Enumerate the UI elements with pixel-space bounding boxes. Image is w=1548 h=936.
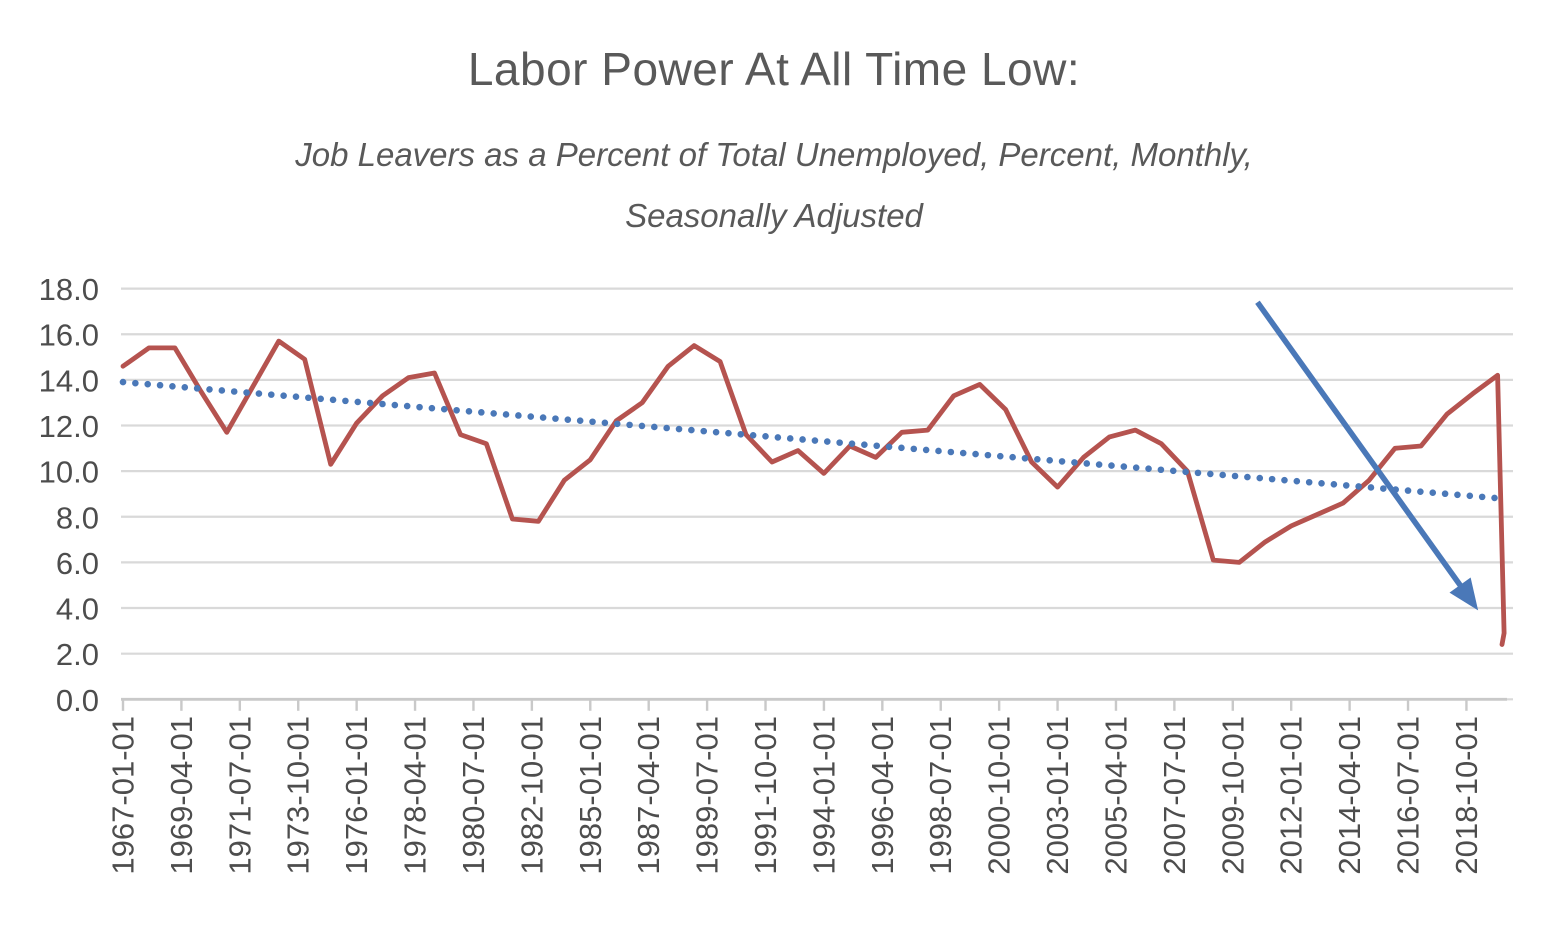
trendline-dotted (119, 378, 1505, 502)
x-tick-label: 1971-07-01 (222, 716, 257, 875)
x-axis (121, 697, 1507, 711)
x-tick-label: 2014-04-01 (1332, 716, 1367, 875)
x-axis-labels: 1967-01-01 1969-04-01 1971-07-01 1973-10-01… (106, 716, 1484, 875)
x-tick-label: 1994-01-01 (806, 716, 841, 875)
y-tick-label: 18.0 (39, 272, 99, 307)
x-tick-label: 1967-01-01 (106, 716, 141, 875)
x-tick-label: 1969-04-01 (164, 716, 199, 875)
x-tick-label: 2000-10-01 (982, 716, 1017, 875)
x-tick-label: 1987-04-01 (631, 716, 666, 875)
x-tick-label: 1982-10-01 (514, 716, 549, 875)
y-tick-label: 10.0 (39, 455, 99, 490)
chart-subtitle: Job Leavers as a Percent of Total Unempl… (0, 124, 1548, 246)
y-tick-label: 14.0 (39, 363, 99, 398)
y-tick-label: 12.0 (39, 409, 99, 444)
x-tick-label: 1973-10-01 (281, 716, 316, 875)
y-tick-label: 16.0 (39, 318, 99, 353)
y-tick-label: 4.0 (56, 592, 99, 627)
x-tick-label: 1989-07-01 (690, 716, 725, 875)
x-tick-label: 1976-01-01 (339, 716, 374, 875)
x-tick-label: 2007-07-01 (1157, 716, 1192, 875)
x-tick-label: 2012-01-01 (1274, 716, 1309, 875)
chart-subtitle-line2: Seasonally Adjusted (625, 197, 923, 234)
x-tick-label: 1980-07-01 (456, 716, 491, 875)
data-series-line (120, 338, 1507, 647)
y-tick-label: 6.0 (56, 546, 99, 581)
x-tick-label: 1991-10-01 (748, 716, 783, 875)
x-tick-label: 1998-07-01 (923, 716, 958, 875)
x-tick-label: 2016-07-01 (1391, 716, 1426, 875)
y-axis-labels: 18.0 16.0 14.0 12.0 10.0 8.0 6.0 4.0 2.0 0.0 (39, 272, 99, 718)
y-tick-label: 0.0 (56, 683, 99, 718)
x-tick-label: 2009-10-01 (1215, 716, 1250, 875)
x-tick-label: 1985-01-01 (573, 716, 608, 875)
x-tick-label: 2003-01-01 (1040, 716, 1075, 875)
chart-subtitle-line1: Job Leavers as a Percent of Total Unempl… (295, 136, 1253, 173)
annotation-arrow (1255, 300, 1479, 611)
x-tick-label: 1978-04-01 (398, 716, 433, 875)
x-tick-label: 1996-04-01 (865, 716, 900, 875)
gridlines (121, 287, 1513, 701)
chart-title: Labor Power At All Time Low: (467, 43, 1081, 95)
y-tick-label: 2.0 (56, 637, 99, 672)
y-tick-label: 8.0 (56, 500, 99, 535)
x-tick-label: 2005-04-01 (1098, 716, 1133, 875)
x-tick-label: 2018-10-01 (1449, 716, 1484, 875)
